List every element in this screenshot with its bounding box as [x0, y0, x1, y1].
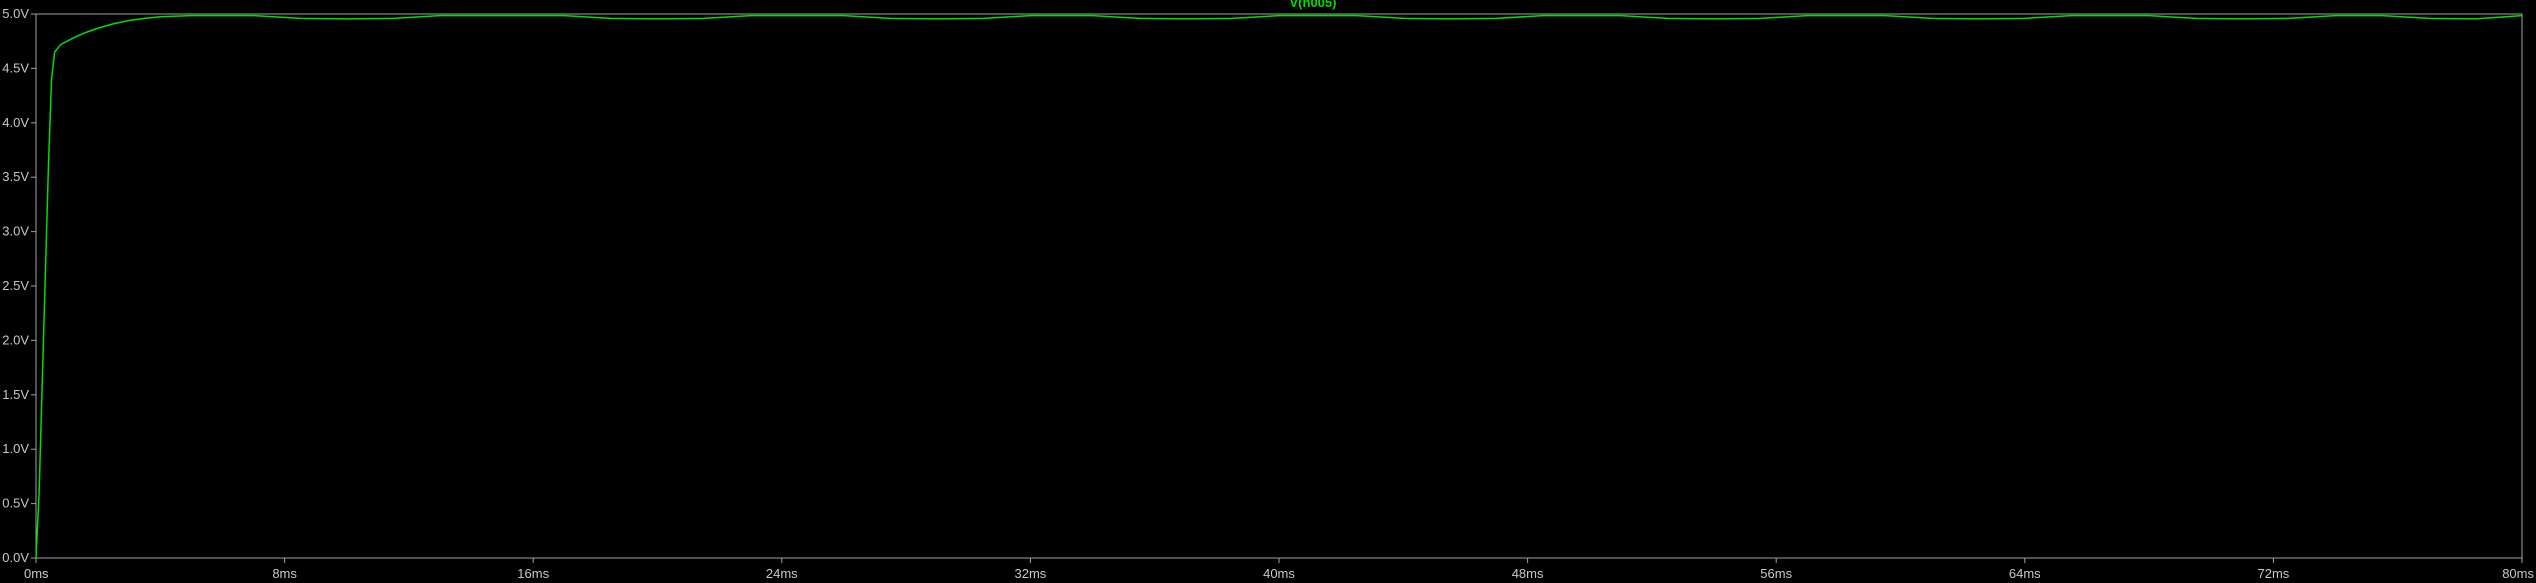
x-tick-label: 64ms: [2009, 566, 2041, 581]
traces: [35, 14, 2523, 559]
y-tick-label: 4.5V: [2, 60, 29, 75]
x-axis: 0ms 8ms 16ms 24ms 32ms 40ms 48ms 56ms 64ms 72ms 80…: [24, 558, 2534, 581]
x-tick-label: 8ms: [272, 566, 297, 581]
y-tick-label: 4.0V: [2, 115, 29, 130]
y-tick-label: 0.0V: [2, 550, 29, 565]
x-tick-label: 48ms: [1512, 566, 1544, 581]
plot-frame: [35, 13, 2523, 559]
y-tick-label: 1.5V: [2, 387, 29, 402]
y-tick-label: 1.0V: [2, 441, 29, 456]
trace-line-0: [35, 14, 2523, 559]
x-tick-label: 72ms: [2258, 566, 2290, 581]
y-tick-label: 3.5V: [2, 169, 29, 184]
x-tick-label: 32ms: [1015, 566, 1047, 581]
y-tick-label: 2.5V: [2, 278, 29, 293]
trace-label[interactable]: V(n005): [1290, 0, 1337, 10]
y-tick-label: 5.0V: [2, 6, 29, 21]
x-tick-label: 24ms: [766, 566, 798, 581]
y-axis: 0.0V 0.5V 1.0V 1.5V 2.0V 2.5V 3.0V 3.5V 4.0V 4.5V…: [2, 6, 36, 565]
y-tick-label: 0.5V: [2, 496, 29, 511]
x-tick-label: 56ms: [1760, 566, 1792, 581]
x-tick-label: 0ms: [24, 566, 49, 581]
x-tick-label: 80ms: [2502, 566, 2534, 581]
y-tick-label: 3.0V: [2, 224, 29, 239]
x-tick-label: 16ms: [517, 566, 549, 581]
y-tick-label: 2.0V: [2, 332, 29, 347]
x-tick-label: 40ms: [1263, 566, 1295, 581]
